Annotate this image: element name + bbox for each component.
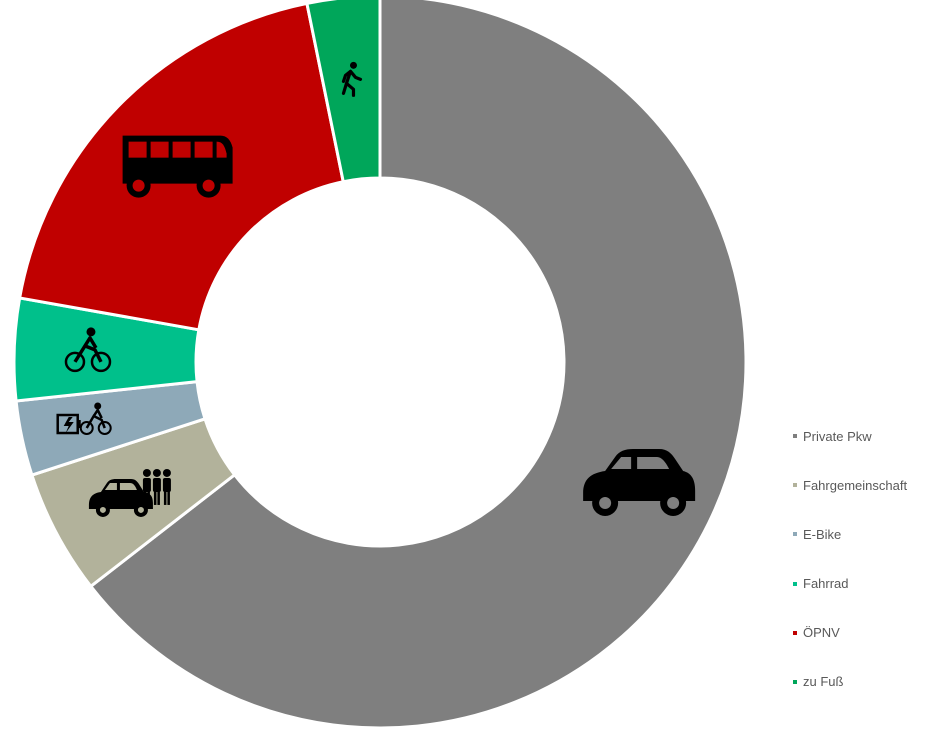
- legend-label: zu Fuß: [803, 674, 844, 690]
- e-bike-icon: [56, 402, 112, 436]
- car-icon: [583, 448, 696, 516]
- legend-label: ÖPNV: [803, 625, 840, 641]
- legend-label: E-Bike: [803, 526, 842, 542]
- legend-label: Fahrgemeinschaft: [803, 477, 908, 493]
- bus-icon: [122, 135, 233, 198]
- walking-icon: [341, 61, 363, 97]
- legend-item-private-pkw: Private Pkw: [793, 428, 933, 444]
- legend-label: Private Pkw: [803, 428, 872, 444]
- legend-item-oepnv: ÖPNV: [793, 625, 933, 641]
- legend-swatch: [793, 581, 797, 586]
- bicycle-icon: [64, 327, 112, 373]
- carpool-icon: [88, 468, 171, 517]
- donut-slice-private-pkw: [88, 0, 748, 730]
- legend-swatch: [793, 532, 797, 537]
- legend-swatch: [793, 630, 797, 635]
- legend-label: Fahrrad: [803, 576, 849, 592]
- legend-swatch: [793, 679, 797, 684]
- legend-item-fahrgemeinschaft: Fahrgemeinschaft: [793, 477, 933, 493]
- donut-slices: [12, 0, 748, 730]
- legend-swatch: [793, 483, 797, 488]
- legend-item-e-bike: E-Bike: [793, 526, 933, 542]
- legend-item-zu-fuss: zu Fuß: [793, 674, 933, 690]
- legend-swatch: [793, 434, 797, 438]
- slice-icons: [56, 61, 696, 517]
- legend-item-fahrrad: Fahrrad: [793, 576, 933, 592]
- legend: Private Pkw Fahrgemeinschaft E-Bike Fahr…: [793, 428, 933, 723]
